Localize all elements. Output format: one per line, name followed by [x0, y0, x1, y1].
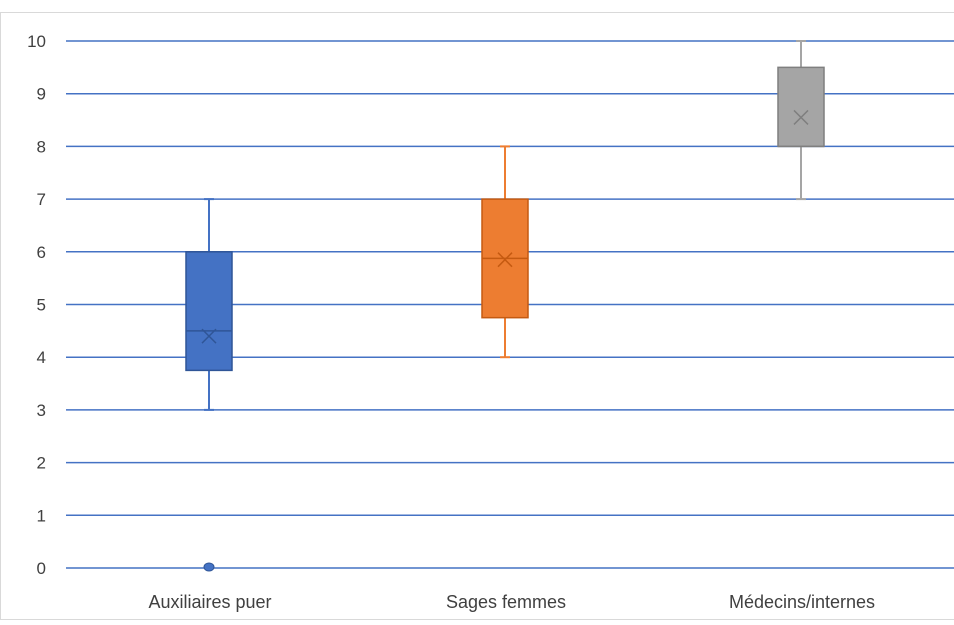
box-3	[778, 41, 824, 199]
boxes	[186, 41, 824, 571]
x-category-label: Auxiliaires puer	[148, 592, 271, 612]
y-tick-label: 4	[37, 348, 46, 367]
y-tick-label: 6	[37, 243, 46, 262]
y-tick-label: 2	[37, 454, 46, 473]
box-2	[482, 146, 528, 357]
y-tick-label: 9	[37, 85, 46, 104]
y-tick-label: 10	[27, 32, 46, 51]
box-body	[778, 67, 824, 146]
box-body	[186, 252, 232, 371]
outlier-point	[204, 563, 214, 571]
y-tick-label: 8	[37, 137, 46, 156]
y-tick-label: 7	[37, 190, 46, 209]
x-axis-labels: Auxiliaires puer Sages femmes Médecins/int…	[148, 592, 875, 612]
x-category-label: Sages femmes	[446, 592, 566, 612]
y-tick-label: 0	[37, 559, 46, 578]
x-category-label: Médecins/internes	[729, 592, 875, 612]
y-tick-label: 5	[37, 296, 46, 315]
y-tick-label: 1	[37, 506, 46, 525]
y-tick-label: 3	[37, 401, 46, 420]
y-axis-ticks: 0 1 2 3 4 5 6 7 8 9 10	[27, 32, 46, 578]
